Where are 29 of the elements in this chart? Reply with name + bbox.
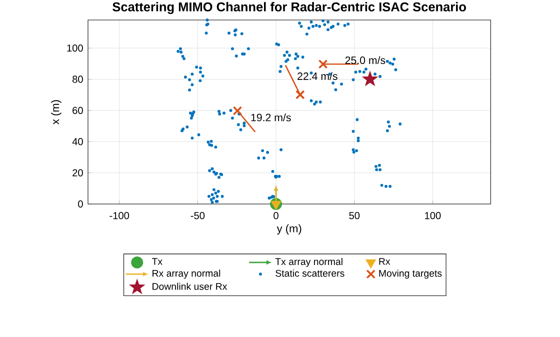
y-tick-label: 20 (72, 169, 83, 176)
x-tick-label: 50 (349, 212, 360, 220)
legend-label: Tx array normal (275, 258, 342, 267)
annotation: 19.2 m/s (251, 113, 291, 122)
point (362, 70, 378, 86)
point (318, 59, 328, 69)
chart-title: Scattering MIMO Channel for Radar-Centric ISAC Scenario (112, 2, 466, 14)
point (270, 200, 282, 210)
y-tick-label: 60 (72, 106, 83, 114)
legend-label: Rx (379, 258, 390, 265)
y-tick-label: 40 (72, 138, 83, 146)
legend-label: Static scatterers (276, 270, 344, 277)
point (232, 106, 242, 116)
y-tick-label: 0 (78, 200, 83, 208)
y-tick-label: 100 (67, 44, 83, 52)
y-tick-label: 80 (72, 76, 83, 83)
annotation: 22.4 m/s (298, 72, 338, 80)
x-tick-label: 100 (425, 212, 441, 220)
x-tick-label: -50 (190, 212, 205, 220)
legend-label: Tx (152, 258, 162, 265)
point (295, 90, 305, 100)
x-axis-title: y (m) (276, 224, 302, 235)
x-tick-label: -100 (110, 212, 130, 220)
annotation: 25.0 m/s (345, 56, 386, 64)
legend-label: Moving targets (379, 270, 442, 279)
x-tick-label: 0 (274, 212, 278, 220)
legend-label: Rx array normal (152, 270, 220, 279)
legend-label: Downlink user Rx (152, 282, 228, 290)
y-axis-title: x (m) (51, 100, 62, 124)
